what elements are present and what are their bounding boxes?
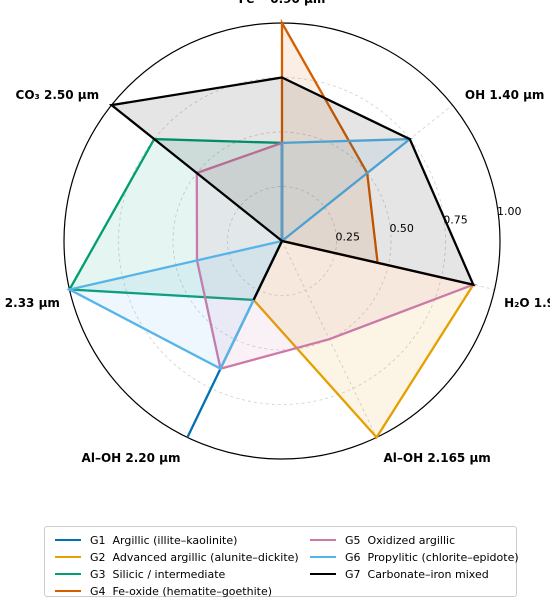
grid-circle-1 bbox=[172, 131, 392, 351]
legend-item: G7 Carbonate–iron mixed bbox=[310, 567, 510, 581]
axis-label-6: CO₃ 2.50 µm bbox=[16, 88, 100, 102]
legend-label: G3 Silicic / intermediate bbox=[90, 567, 226, 581]
r-tick-label: 0.50 bbox=[389, 222, 414, 235]
axis-label-4: Al–OH 2.20 µm bbox=[82, 451, 181, 465]
r-tick-label: 0.25 bbox=[336, 231, 361, 244]
axis-label-5: Mg–OH 2.33 µm bbox=[0, 296, 60, 310]
legend-swatch bbox=[55, 573, 81, 575]
radar-labels: 0.25 0.50 0.75 1.00 Fe³⁺ 0.90 µm OH 1.40 µm H₂… bbox=[0, 0, 550, 465]
legend-label: G4 Fe-oxide (hematite–goethite) bbox=[90, 584, 273, 598]
legend-swatch bbox=[310, 539, 336, 541]
axis-label-2: H₂O 1.90 µm bbox=[504, 296, 550, 310]
legend-item: G4 Fe-oxide (hematite–goethite) bbox=[55, 584, 310, 598]
grid-circle-0 bbox=[227, 186, 337, 296]
axis-label-1: OH 1.40 µm bbox=[465, 88, 545, 102]
legend-item: G2 Advanced argillic (alunite–dickite) bbox=[55, 550, 310, 564]
r-tick-label: 1.00 bbox=[497, 205, 522, 218]
legend-label: G7 Carbonate–iron mixed bbox=[345, 567, 489, 581]
radar-series bbox=[66, 18, 478, 440]
radar-chart: 0.25 0.50 0.75 1.00 Fe³⁺ 0.90 µm OH 1.40 µm H₂… bbox=[0, 0, 550, 465]
legend-item: G5 Oxidized argillic bbox=[310, 533, 510, 547]
chart-legend: G1 Argillic (illite–kaolinite) G5 Oxidize… bbox=[44, 526, 519, 598]
legend-swatch bbox=[55, 539, 81, 541]
legend-item: G6 Propylitic (chlorite–epidote) bbox=[310, 550, 519, 564]
legend-swatch bbox=[55, 556, 81, 558]
legend-label: G2 Advanced argillic (alunite–dickite) bbox=[90, 550, 299, 564]
axis-label-0: Fe³⁺ 0.90 µm bbox=[239, 0, 326, 6]
legend-swatch bbox=[55, 590, 81, 592]
series-polygon-g7 bbox=[108, 76, 476, 301]
legend-label: G1 Argillic (illite–kaolinite) bbox=[90, 533, 238, 547]
legend-empty-cell bbox=[310, 584, 510, 598]
axis-label-3: Al–OH 2.165 µm bbox=[384, 451, 491, 465]
legend-item: G1 Argillic (illite–kaolinite) bbox=[55, 533, 310, 547]
legend-item: G3 Silicic / intermediate bbox=[55, 567, 310, 581]
legend-label: G6 Propylitic (chlorite–epidote) bbox=[345, 550, 519, 564]
legend-swatch bbox=[310, 556, 336, 558]
legend-swatch bbox=[310, 573, 336, 575]
r-tick-label: 0.75 bbox=[443, 213, 468, 226]
legend-label: G5 Oxidized argillic bbox=[345, 533, 456, 547]
